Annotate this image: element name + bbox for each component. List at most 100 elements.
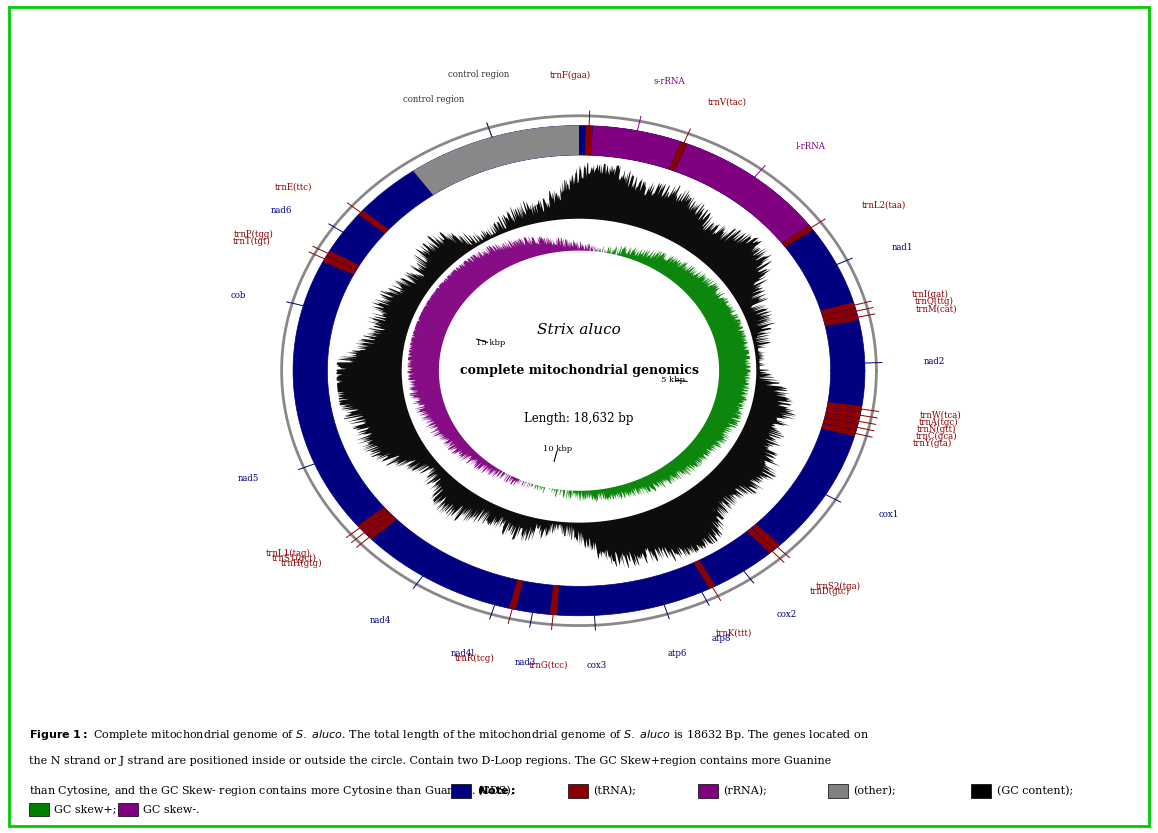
Polygon shape [827, 402, 862, 412]
Polygon shape [694, 561, 716, 589]
Polygon shape [408, 236, 579, 478]
Polygon shape [498, 471, 506, 480]
Text: trnT(tgt): trnT(tgt) [233, 237, 270, 246]
Text: (GC content);: (GC content); [997, 786, 1073, 796]
Text: trnP(tgg): trnP(tgg) [234, 230, 274, 239]
Polygon shape [504, 473, 507, 479]
Text: 10 kbp: 10 kbp [543, 446, 572, 453]
Text: trnV(tac): trnV(tac) [708, 97, 747, 107]
Polygon shape [595, 247, 596, 252]
Polygon shape [550, 586, 559, 615]
Polygon shape [566, 491, 567, 500]
Text: nad1: nad1 [892, 243, 914, 252]
Polygon shape [675, 144, 809, 242]
Text: trnS2(tga): trnS2(tga) [816, 582, 862, 591]
Text: trnC(gca): trnC(gca) [915, 431, 957, 441]
Text: cox2: cox2 [777, 610, 797, 619]
Polygon shape [510, 580, 523, 610]
Text: control region: control region [447, 71, 508, 79]
Text: cob: cob [230, 291, 245, 300]
Polygon shape [523, 481, 526, 486]
Polygon shape [572, 246, 750, 502]
Polygon shape [540, 486, 541, 490]
Polygon shape [504, 474, 510, 482]
Polygon shape [821, 302, 856, 316]
Polygon shape [536, 486, 538, 490]
Polygon shape [527, 482, 529, 488]
Polygon shape [675, 144, 809, 242]
Polygon shape [327, 251, 359, 270]
Bar [698, 784, 718, 798]
Polygon shape [323, 257, 357, 275]
Polygon shape [607, 246, 611, 254]
Polygon shape [508, 476, 520, 486]
Text: Strix aluco: Strix aluco [537, 323, 621, 337]
Text: (rRNA);: (rRNA); [724, 786, 768, 796]
Text: (CDS);: (CDS); [477, 786, 514, 796]
Polygon shape [591, 244, 594, 252]
Text: nad4: nad4 [369, 616, 391, 625]
Text: trnN(gtt): trnN(gtt) [917, 425, 957, 434]
Text: trnR(tcg): trnR(tcg) [455, 654, 494, 663]
Polygon shape [530, 484, 532, 487]
Bar [567, 784, 588, 798]
Text: l-rRNA: l-rRNA [797, 142, 827, 151]
Text: GC skew-.: GC skew-. [144, 805, 200, 815]
Polygon shape [559, 490, 562, 496]
Bar [972, 784, 991, 798]
Polygon shape [530, 484, 534, 487]
Polygon shape [358, 507, 388, 530]
Polygon shape [526, 482, 527, 484]
Polygon shape [579, 242, 591, 251]
Polygon shape [585, 126, 593, 155]
Text: the N strand or J strand are positioned inside or outside the circle. Contain tw: the N strand or J strand are positioned … [29, 756, 831, 766]
Text: trnW(tca): trnW(tca) [921, 411, 962, 420]
Text: trnM(cat): trnM(cat) [916, 304, 958, 313]
Polygon shape [782, 225, 813, 247]
Polygon shape [541, 486, 543, 491]
Text: trnL1(tag): trnL1(tag) [266, 549, 312, 557]
Polygon shape [534, 485, 536, 490]
Text: trnD(gtc): trnD(gtc) [809, 587, 850, 596]
Bar [118, 803, 138, 816]
Polygon shape [543, 487, 545, 493]
Polygon shape [611, 246, 617, 255]
Text: trnE(ttc): trnE(ttc) [274, 182, 312, 192]
Polygon shape [821, 423, 856, 436]
Text: trnK(ttt): trnK(ttt) [716, 629, 752, 638]
Polygon shape [747, 528, 775, 553]
Text: atp8: atp8 [712, 634, 731, 643]
Text: trnF(gaa): trnF(gaa) [550, 71, 591, 80]
Polygon shape [592, 126, 681, 169]
Text: than Cytosine, and the GC Skew- region contains more Cytosine than Guanine. $\bf: than Cytosine, and the GC Skew- region c… [29, 784, 515, 798]
Text: trnH(gtg): trnH(gtg) [280, 559, 322, 568]
Text: nad2: nad2 [924, 357, 946, 367]
Polygon shape [563, 490, 565, 499]
Text: nad4l: nad4l [450, 649, 475, 658]
Text: nad5: nad5 [237, 474, 258, 483]
Text: $\bf{Figure\ 1:}$ Complete mitochondrial genome of $\it{S.\ aluco}$. The total l: $\bf{Figure\ 1:}$ Complete mitochondrial… [29, 728, 868, 742]
Polygon shape [555, 489, 558, 496]
Polygon shape [518, 480, 521, 485]
Text: complete mitochondrial genomics: complete mitochondrial genomics [460, 364, 698, 377]
Polygon shape [534, 485, 535, 489]
Text: trnG(tcc): trnG(tcc) [529, 661, 569, 670]
Polygon shape [823, 418, 858, 430]
Bar [29, 803, 49, 816]
Text: 15 kbp: 15 kbp [476, 339, 505, 347]
Text: trnI(gat): trnI(gat) [913, 290, 950, 299]
Polygon shape [554, 489, 555, 494]
Text: (tRNA);: (tRNA); [593, 786, 637, 796]
Polygon shape [528, 483, 530, 488]
Bar [452, 784, 471, 798]
Text: trnA(tgc): trnA(tgc) [918, 418, 959, 427]
Polygon shape [826, 407, 860, 418]
Text: atp6: atp6 [668, 649, 688, 658]
Polygon shape [599, 248, 601, 252]
Polygon shape [505, 475, 511, 483]
Text: trnY(gta): trnY(gta) [914, 439, 953, 448]
Text: (other);: (other); [853, 786, 896, 796]
Polygon shape [367, 516, 396, 540]
Text: 5 kbp: 5 kbp [661, 376, 684, 384]
Text: trnQ(ttg): trnQ(ttg) [915, 297, 953, 307]
